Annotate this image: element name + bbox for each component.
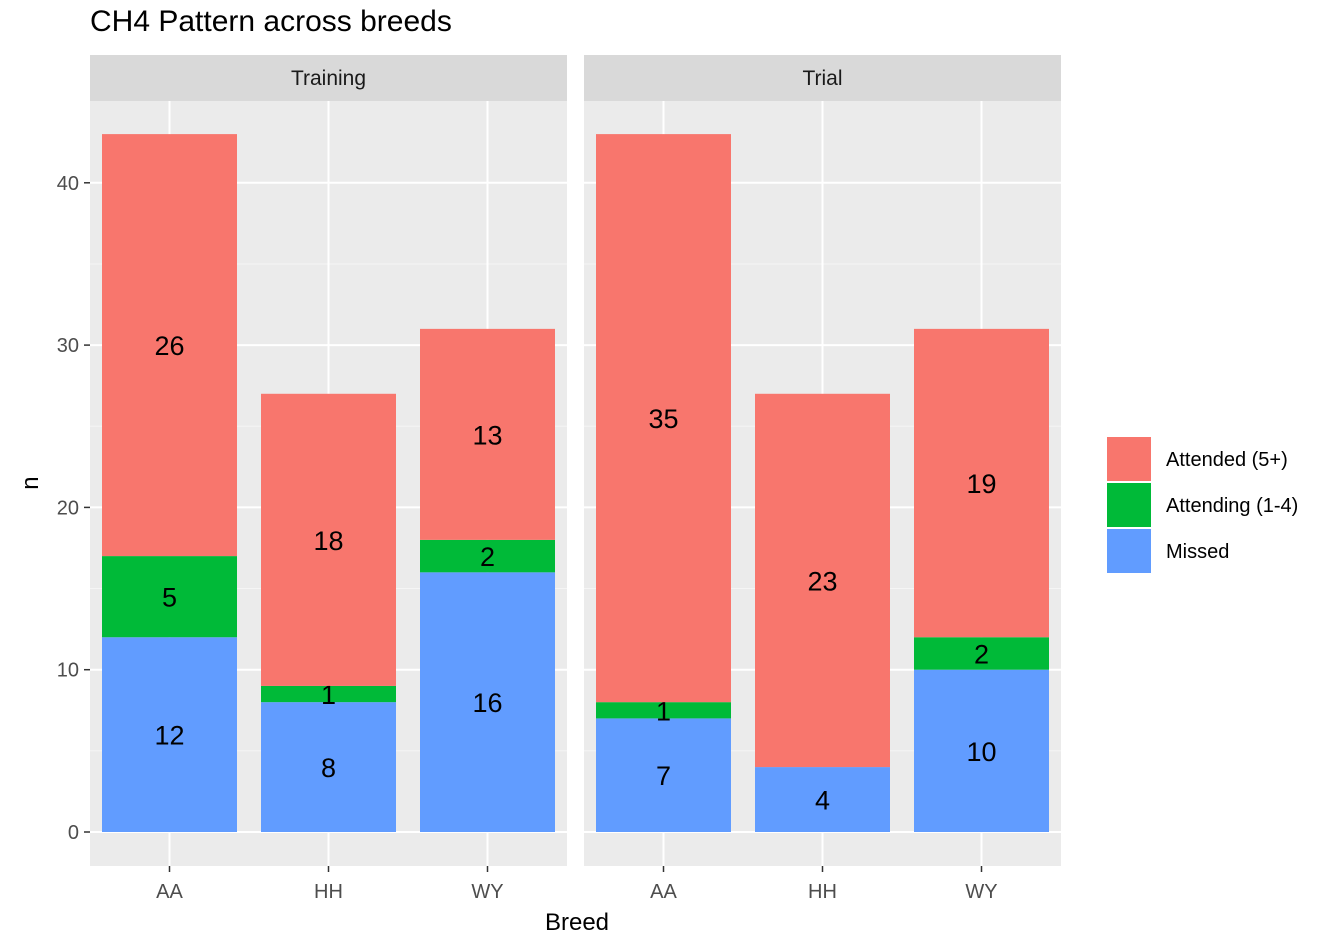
bar-value-label: 12 (154, 721, 184, 751)
legend-item-attended-5: Attended (5+) (1107, 437, 1288, 481)
x-tick-label: WY (471, 881, 503, 903)
y-tick-label: 0 (68, 822, 79, 844)
y-tick-label: 10 (57, 660, 79, 682)
bar-value-label: 13 (472, 420, 502, 450)
legend-key (1107, 529, 1151, 573)
legend-key (1107, 437, 1151, 481)
bar-value-label: 16 (472, 688, 502, 718)
bar-segment-missed (596, 718, 731, 832)
bar-value-label: 1 (656, 696, 671, 726)
facet-strip (584, 55, 1061, 101)
bar-value-label: 35 (648, 404, 678, 434)
facet-label: Trial (802, 67, 842, 90)
legend: Attended (5+) Attending (1-4) Missed (1107, 437, 1298, 573)
bar-value-label: 10 (966, 737, 996, 767)
x-tick-label: HH (808, 881, 837, 903)
bar-value-label: 8 (321, 753, 336, 783)
bar-segment-missed (420, 572, 555, 832)
bar-segment-missed (102, 637, 237, 832)
bar-segment-attending-1-4 (102, 556, 237, 638)
bar-value-label: 18 (313, 526, 343, 556)
y-tick-label: 20 (57, 497, 79, 519)
legend-item-attending-1-4: Attending (1-4) (1107, 483, 1298, 527)
bar-segment-missed (755, 767, 890, 832)
legend-label: Attending (1-4) (1166, 495, 1298, 517)
legend-label: Missed (1166, 541, 1229, 563)
bar-value-label: 4 (815, 786, 830, 816)
legend-key (1107, 483, 1151, 527)
bar-value-label: 7 (656, 761, 671, 791)
bar-value-label: 2 (480, 542, 495, 572)
bar-value-label: 2 (974, 639, 989, 669)
bar-stack-training-hh: 8 1 18 (261, 393, 396, 832)
bar-value-label: 5 (162, 583, 177, 613)
legend-label: Attended (5+) (1166, 449, 1288, 471)
x-tick-label: HH (314, 881, 343, 903)
bar-segment-missed (914, 669, 1049, 832)
bar-value-label: 1 (321, 680, 336, 710)
y-tick-label: 40 (57, 173, 79, 195)
bar-segment-attended-5 (596, 134, 731, 703)
x-tick-label: AA (156, 881, 183, 903)
bar-stack-training-wy: 16 2 13 (420, 328, 555, 832)
bar-stack-trial-wy: 10 2 19 (914, 328, 1049, 832)
bar-stack-training-aa: 12 5 26 (102, 134, 237, 832)
legend-item-missed: Missed (1107, 529, 1229, 573)
bar-segment-missed (261, 702, 396, 832)
bar-segment-attended-5 (755, 393, 890, 768)
facet-label: Training (291, 67, 366, 90)
bar-segment-attended-5 (261, 393, 396, 686)
bar-segment-attended-5 (914, 328, 1049, 638)
bar-value-label: 23 (807, 566, 837, 596)
bar-segment-attended-5 (102, 134, 237, 557)
bar-segment-attending-1-4 (420, 539, 555, 573)
x-tick-label: WY (965, 881, 997, 903)
x-tick-label: AA (650, 881, 677, 903)
panel-trial: Trial 7 1 35 4 23 10 2 19 AA HH WY (584, 55, 1061, 903)
facet-strip (90, 55, 567, 101)
y-axis-title: n (17, 476, 44, 489)
bar-stack-trial-aa: 7 1 35 (596, 134, 731, 832)
bar-segment-attended-5 (420, 328, 555, 540)
bar-segment-attending-1-4 (261, 685, 396, 703)
x-axis-title: Breed (545, 909, 609, 935)
panel-training: Training 12 5 26 8 1 18 16 2 13 AA HH WY (90, 55, 567, 903)
bar-segment-attending-1-4 (596, 702, 731, 719)
bar-value-label: 19 (966, 469, 996, 499)
bar-segment-attending-1-4 (914, 637, 1049, 670)
bar-value-label: 26 (154, 331, 184, 361)
bar-stack-trial-hh: 4 23 (755, 393, 890, 832)
chart-title: CH4 Pattern across breeds (90, 5, 452, 38)
y-tick-label: 30 (57, 335, 79, 357)
